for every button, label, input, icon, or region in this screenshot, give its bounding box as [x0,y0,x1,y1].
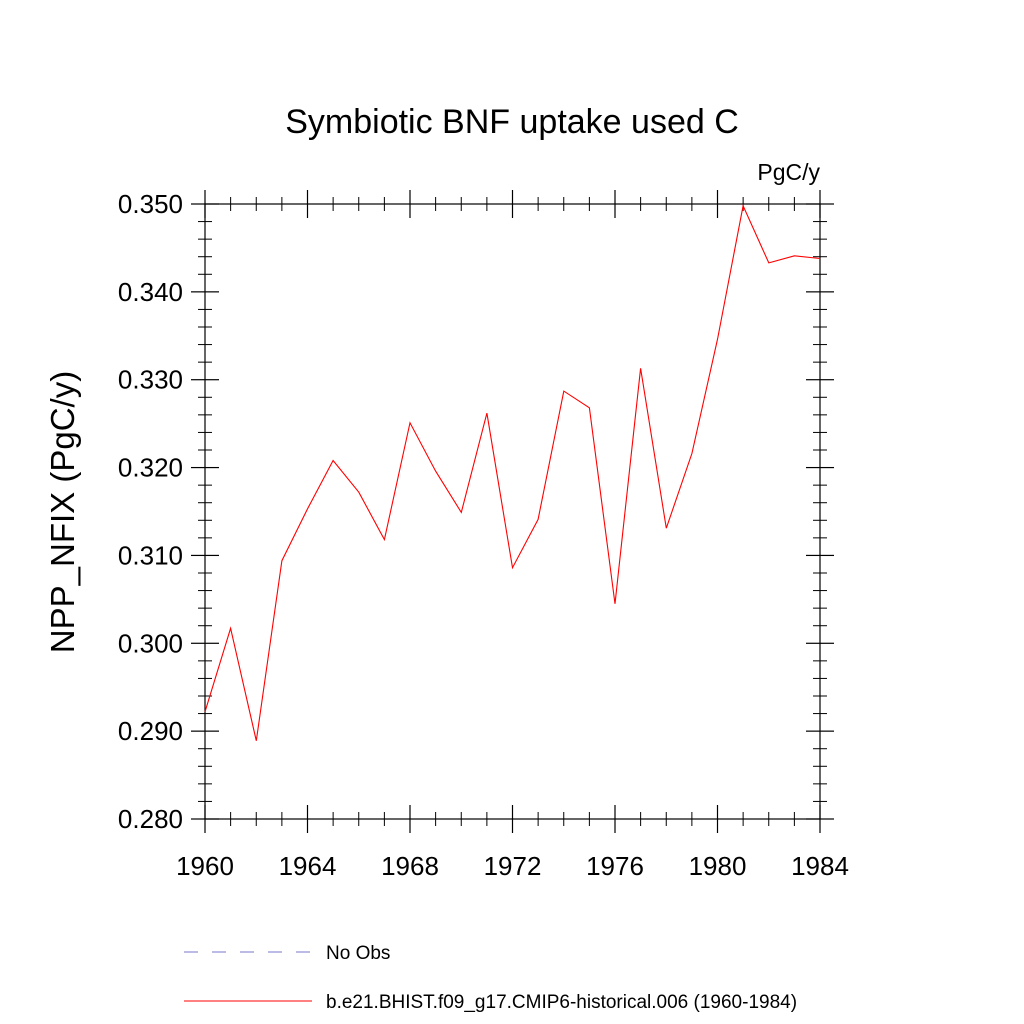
x-tick-label: 1976 [586,851,644,881]
y-tick-label: 0.280 [118,804,183,834]
minor-ticks [198,197,827,826]
x-tick-label: 1980 [689,851,747,881]
legend: No Obs b.e21.BHIST.f09_g17.CMIP6-historic… [184,943,797,1013]
chart-title: Symbiotic BNF uptake used C [285,103,739,141]
y-tick-label: 0.290 [118,716,183,746]
legend-label: b.e21.BHIST.f09_g17.CMIP6-historical.006… [326,992,797,1013]
major-ticks [191,190,834,833]
x-tick-label: 1968 [381,851,439,881]
y-tick-label: 0.340 [118,277,183,307]
y-tick-label: 0.350 [118,189,183,219]
series-layer [204,203,821,741]
y-tick-label: 0.300 [118,628,183,658]
x-tick-label: 1972 [484,851,542,881]
legend-label: No Obs [326,943,390,964]
x-tick-label: 1984 [791,851,849,881]
x-tick-label: 1960 [176,851,234,881]
y-tick-label: 0.310 [118,540,183,570]
x-tick-label: 1964 [279,851,337,881]
tick-labels: 1960 1964 1968 1972 1976 1980 1984 0.280 0.290 0.… [118,189,849,881]
units-label: PgC/y [757,159,820,185]
y-tick-label: 0.320 [118,453,183,483]
y-tick-label: 0.330 [118,365,183,395]
y-axis-label: NPP_NFIX (PgC/y) [44,371,81,653]
series-line [204,203,821,741]
plot-frame [204,203,821,820]
